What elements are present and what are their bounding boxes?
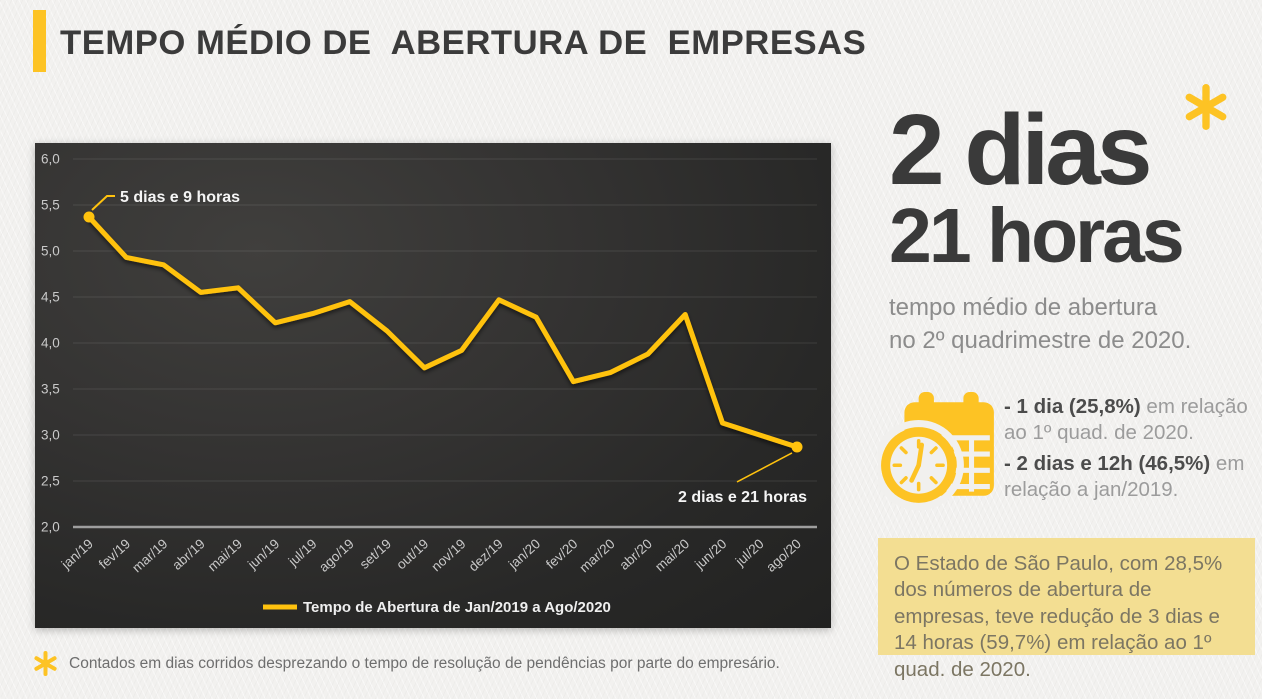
y-axis-label: 6,0 [41, 152, 60, 167]
footnote-text: Contados em dias corridos desprezando o … [69, 654, 780, 672]
x-axis-label: abr/20 [616, 536, 654, 573]
note-text: O Estado de São Paulo, com 28,5% dos núm… [894, 552, 1223, 681]
asterisk-icon [1185, 84, 1227, 130]
y-axis-label: 4,0 [41, 336, 60, 351]
headline-value-hours: 21 horas [889, 193, 1185, 279]
title-accent-bar [33, 10, 46, 72]
headline-subtitle-line1: tempo médio de abertura [889, 294, 1158, 321]
x-axis-label: mar/20 [576, 536, 617, 575]
x-axis-label: fev/19 [96, 536, 133, 572]
x-axis-label: jun/20 [691, 536, 729, 572]
x-axis-label: dez/19 [466, 536, 506, 574]
x-axis-label: jan/19 [58, 536, 96, 572]
stat-rest: em relação a jan/2019. [1004, 452, 1245, 502]
headline-value-days: 2 dias [889, 94, 1153, 206]
y-axis-label: 5,5 [41, 198, 60, 213]
annotation-leader [91, 194, 115, 211]
x-axis-label: fev/20 [543, 536, 580, 572]
annotation-label: 5 dias e 9 horas [120, 189, 240, 206]
x-axis-label: ago/20 [763, 536, 804, 575]
data-line [86, 214, 800, 450]
asterisk-icon [34, 651, 57, 676]
data-point-marker [791, 441, 803, 453]
y-axis-label: 2,0 [41, 520, 60, 535]
x-axis-label: jun/19 [244, 536, 282, 572]
calendar-clock-icon [878, 392, 994, 511]
stat-rest: em relação ao 1º quad. de 2020. [1004, 395, 1248, 445]
x-axis-label: jul/19 [285, 536, 320, 569]
y-axis-label: 3,5 [41, 382, 60, 397]
annotation-leader [736, 452, 793, 483]
stat-highlight: - 2 dias e 12h (46,5%) [1004, 452, 1211, 476]
x-axis-label: jan/20 [505, 536, 543, 572]
y-axis-label: 3,0 [41, 428, 60, 443]
footnote: Contados em dias corridos desprezando o … [33, 651, 780, 676]
y-axis-label: 2,5 [41, 474, 60, 489]
x-axis-label: abr/19 [169, 536, 207, 573]
x-axis-label: mai/19 [205, 536, 245, 574]
x-axis-label: ago/19 [316, 536, 357, 575]
note-box: O Estado de São Paulo, com 28,5% dos núm… [878, 538, 1255, 681]
chart-panel: 6,0 5,5 5,0 4,5 4,0 3,5 3,0 2,5 2,0 jan/19 fev/19 m… [35, 143, 831, 628]
stat-item: - 2 dias e 12h (46,5%) em relação a jan/… [1004, 451, 1260, 503]
x-axis-label: out/19 [393, 536, 431, 572]
stats-row: - 1 dia (25,8%) em relação ao 1º quad. d… [878, 390, 1260, 512]
annotation-label: 2 dias e 21 horas [678, 489, 807, 506]
data-point-marker [83, 211, 95, 223]
x-axis-label: jul/20 [732, 536, 767, 569]
x-axis-label: mar/19 [129, 536, 170, 575]
page-title: TEMPO MÉDIO DE ABERTURA DE EMPRESAS [60, 24, 867, 62]
stats-list: - 1 dia (25,8%) em relação ao 1º quad. d… [1004, 390, 1260, 512]
x-axis-label: mai/20 [652, 536, 692, 574]
headline-block: 2 dias 21 horas tempo médio de abertura n… [889, 94, 1191, 357]
headline-subtitle-line2: no 2º quadrimestre de 2020. [889, 327, 1192, 355]
headline-subtitle: tempo médio de abertura no 2º quadrimestr… [889, 291, 1191, 357]
stat-item: - 1 dia (25,8%) em relação ao 1º quad. d… [1004, 394, 1260, 446]
stat-highlight: - 1 dia (25,8%) [1004, 395, 1141, 418]
x-axis-label: nov/19 [428, 536, 468, 574]
legend-label: Tempo de Abertura de Jan/2019 a Ago/2020 [303, 599, 611, 616]
y-axis-label: 4,5 [41, 290, 60, 305]
y-axis-label: 5,0 [41, 244, 60, 259]
x-axis-label: set/19 [357, 536, 394, 572]
